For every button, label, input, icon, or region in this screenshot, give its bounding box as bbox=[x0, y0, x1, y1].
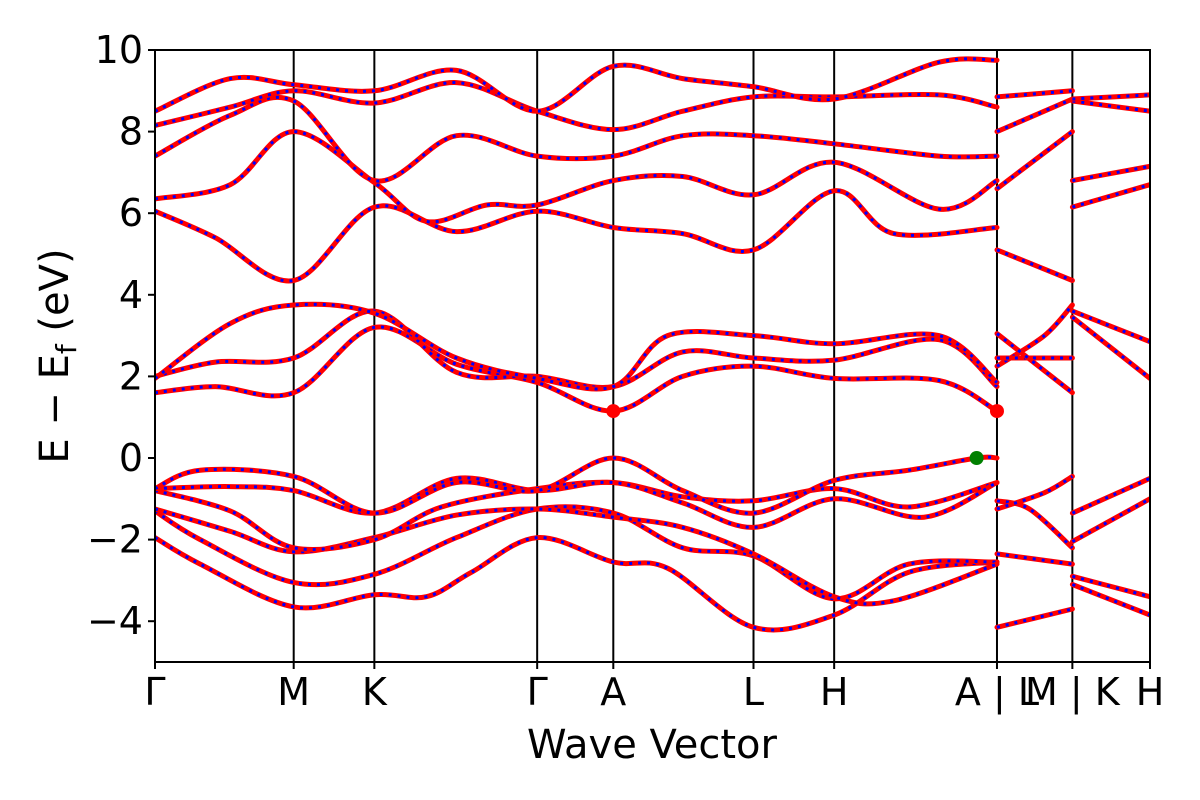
x-axis-title: Wave Vector bbox=[527, 722, 778, 768]
band-line-red bbox=[1069, 573, 1150, 600]
band-line-blue bbox=[996, 475, 1074, 511]
band-line-blue bbox=[155, 189, 998, 283]
band-line-blue bbox=[155, 476, 998, 529]
y-axis-title-subscript: f bbox=[50, 343, 83, 354]
axes-layer bbox=[154, 49, 1151, 663]
x-tick-label: K bbox=[362, 670, 388, 714]
band-line-red bbox=[994, 247, 1075, 283]
band-line-red bbox=[155, 504, 1000, 602]
band-line-blue bbox=[1072, 164, 1150, 183]
band-edge-marker bbox=[606, 404, 621, 419]
band-line-blue bbox=[155, 480, 998, 551]
band-line-blue bbox=[155, 57, 998, 113]
x-ticks: Γ M K Γ A L H A | LM | K H bbox=[144, 662, 1164, 715]
band-line-red bbox=[1069, 163, 1150, 184]
x-tick-label: M | K bbox=[1025, 670, 1121, 715]
y-axis-title: E − Ef (eV) bbox=[32, 248, 83, 463]
band-line-red bbox=[1069, 582, 1150, 618]
y-axis-title-unit: (eV) bbox=[32, 248, 78, 331]
band-line-red bbox=[155, 56, 1000, 114]
band-line-red bbox=[994, 96, 1075, 135]
bands-layer bbox=[155, 56, 1150, 633]
band-line-blue bbox=[1071, 316, 1150, 380]
high-symmetry-lines bbox=[292, 50, 1074, 662]
band-line-red bbox=[155, 475, 1000, 530]
band-line-blue bbox=[155, 95, 998, 183]
y-tick-label: 6 bbox=[119, 191, 143, 235]
y-tick-label: 2 bbox=[119, 354, 143, 398]
y-axis-title-main: E − E bbox=[32, 354, 78, 464]
x-tick-label: A bbox=[600, 670, 626, 714]
x-tick-label: Γ bbox=[144, 670, 165, 714]
band-line-blue bbox=[155, 309, 999, 389]
band-line-blue bbox=[996, 607, 1073, 629]
band-line-red bbox=[155, 94, 1000, 184]
band-line-blue bbox=[996, 303, 1074, 368]
band-line-red bbox=[994, 473, 1075, 512]
band-line-red bbox=[155, 479, 1000, 552]
x-tick-label: Γ bbox=[527, 670, 548, 714]
band-line-red bbox=[155, 188, 1000, 284]
x-tick-label: L bbox=[743, 670, 764, 714]
band-edge-marker bbox=[989, 404, 1004, 419]
band-line-blue bbox=[1072, 99, 1150, 113]
band-line-red bbox=[155, 129, 1000, 225]
band-line-red bbox=[155, 506, 1000, 607]
y-tick-label: 4 bbox=[119, 273, 143, 317]
band-line-red bbox=[155, 324, 1000, 414]
band-line-blue bbox=[996, 89, 1073, 99]
band-line-blue bbox=[996, 130, 1074, 190]
band-line-blue bbox=[155, 455, 998, 515]
markers-layer bbox=[606, 404, 1004, 465]
band-line-red bbox=[1069, 308, 1150, 345]
band-line-blue bbox=[1071, 497, 1150, 543]
band-line-blue bbox=[996, 552, 1073, 566]
x-tick-label: M bbox=[277, 670, 310, 714]
band-line-red bbox=[1069, 98, 1150, 114]
x-tick-label: A | L bbox=[955, 670, 1039, 715]
y-tick-label: −2 bbox=[87, 518, 143, 562]
band-line-blue bbox=[1072, 93, 1150, 101]
band-line-blue bbox=[996, 332, 1074, 394]
y-tick-label: −4 bbox=[87, 599, 143, 643]
x-tick-label: H bbox=[820, 670, 849, 714]
band-edge-marker bbox=[969, 451, 984, 465]
y-tick-label: 8 bbox=[119, 110, 143, 154]
band-line-red bbox=[155, 301, 1000, 392]
band-line-red bbox=[1069, 182, 1150, 210]
plot-frame bbox=[154, 49, 1151, 663]
y-tick-label: 10 bbox=[95, 28, 143, 72]
band-line-red bbox=[155, 308, 1000, 390]
x-tick-label: H bbox=[1136, 670, 1165, 714]
band-line-blue bbox=[155, 507, 998, 606]
band-line-red bbox=[1069, 475, 1150, 516]
y-tick-label: 0 bbox=[119, 436, 143, 480]
band-line-red bbox=[994, 498, 1075, 551]
y-ticks: −4 −2 0 2 4 6 8 10 bbox=[87, 28, 155, 643]
band-line-blue bbox=[155, 536, 998, 632]
